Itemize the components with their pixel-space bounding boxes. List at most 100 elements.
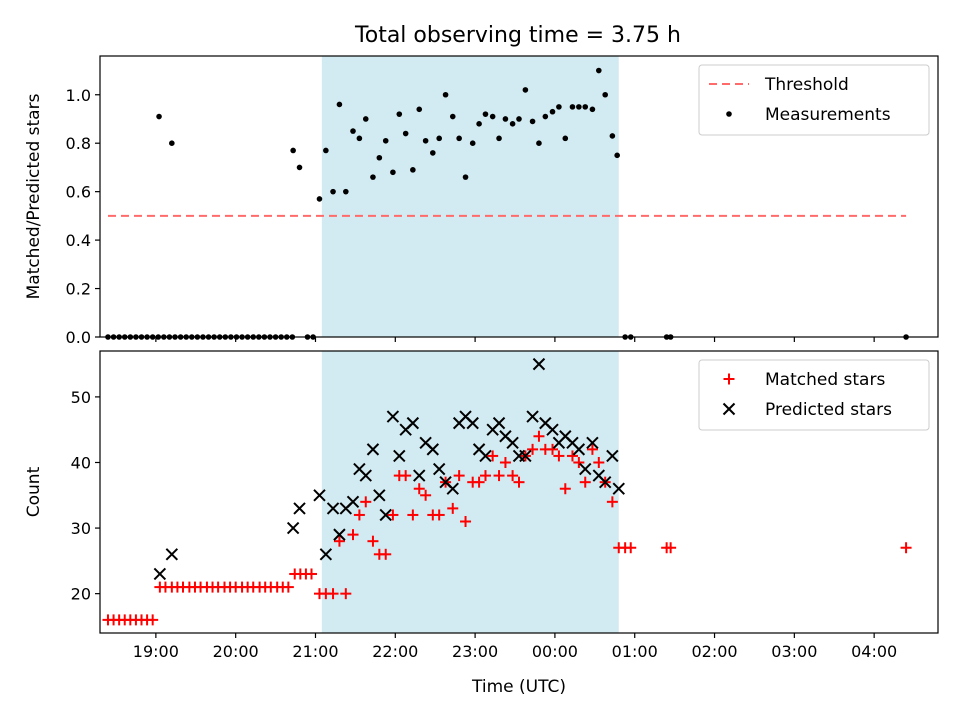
matched-stars-point-50 <box>407 509 419 521</box>
measurements-point-67 <box>489 113 496 120</box>
bottom-ytick-label-2: 40 <box>71 453 91 472</box>
matched-stars-point-83 <box>625 542 637 554</box>
predicted-stars-point-49 <box>612 482 625 495</box>
matched-stars-point-54 <box>433 509 445 521</box>
bottom-ytick-label-0: 20 <box>71 585 91 604</box>
predicted-stars-point-15-b <box>386 410 400 423</box>
matched-stars-point-62 <box>487 450 499 462</box>
bottom-xtick-label-0: 19:00 <box>133 642 179 661</box>
top-axes-frame <box>99 55 939 338</box>
predicted-stars-point-24-b <box>446 482 459 495</box>
matched-stars-point-43 <box>360 496 372 508</box>
matched-stars-point-71 <box>547 443 559 455</box>
predicted-stars-point-4-b <box>313 489 326 502</box>
predicted-stars-point-0-b <box>153 567 167 581</box>
measurements-point-48 <box>362 116 369 122</box>
measurements-point-49 <box>370 174 376 180</box>
bottom-xtick-label-3: 22:00 <box>372 642 418 661</box>
matched-stars-point-47 <box>387 509 399 521</box>
matched-stars-point-40 <box>340 588 352 600</box>
matched-stars-point-41 <box>347 529 359 541</box>
predicted-stars-point-13-b <box>373 489 386 502</box>
measurements-point-73 <box>529 118 536 125</box>
predicted-stars-point-13 <box>373 489 386 502</box>
matched-stars-point-73 <box>559 483 571 495</box>
matched-stars-point-68 <box>527 443 539 455</box>
predicted-stars-point-26-b <box>459 410 472 423</box>
predicted-stars-point-23-b <box>439 475 452 489</box>
matched-stars-point-64 <box>499 456 511 468</box>
matched-stars-point-75 <box>573 456 585 468</box>
predicted-stars-point-43 <box>572 443 586 456</box>
predicted-stars-point-33 <box>506 436 519 450</box>
matched-stars-point-51 <box>413 483 425 495</box>
measurements-point-64 <box>469 140 476 147</box>
measurements-point-83 <box>596 67 602 74</box>
predicted-stars-point-35-b <box>519 449 532 463</box>
measurements-point-71 <box>516 116 522 122</box>
top-legend-label-0: Threshold <box>764 75 849 95</box>
predicted-stars-point-19-b <box>413 469 426 482</box>
measurements-point-80 <box>576 104 582 110</box>
predicted-stars-point-12-b <box>366 443 380 456</box>
predicted-stars-point-39 <box>546 423 559 436</box>
measurements-point-45 <box>343 188 349 195</box>
measurements-point-42 <box>323 147 329 154</box>
bottom-xtick-label-8: 03:00 <box>771 642 817 661</box>
predicted-stars-point-36 <box>526 410 539 423</box>
measurements-point-57 <box>422 137 429 144</box>
measurements-point-75 <box>542 113 549 120</box>
matched-stars-point-44 <box>367 535 379 547</box>
measurements-point-38 <box>169 140 175 147</box>
measurements-point-43 <box>330 188 336 195</box>
predicted-stars-point-35 <box>519 449 532 463</box>
matched-stars-point-52 <box>420 489 432 501</box>
bottom-xtick-label-2: 21:00 <box>292 642 338 661</box>
top-legend: Threshold Measurements <box>698 64 930 136</box>
measurements-point-78 <box>562 135 569 142</box>
predicted-stars-point-19 <box>413 469 426 482</box>
bottom-xtick-label-1: 20:00 <box>213 642 259 661</box>
predicted-stars-point-43-b <box>572 443 586 456</box>
measurements-point-46 <box>350 128 356 134</box>
matched-stars-point-76 <box>579 476 591 488</box>
measurements-point-52 <box>390 169 396 176</box>
bottom-legend: Matched stars Predicted stars <box>698 359 930 431</box>
predicted-stars-point-15 <box>386 410 400 423</box>
predicted-stars-point-14-b <box>379 508 392 522</box>
measurements-point-51 <box>382 137 389 144</box>
measurements-point-53 <box>396 111 403 117</box>
matched-stars-point-39 <box>333 535 345 547</box>
predicted-stars-point-21-b <box>426 443 440 456</box>
predicted-stars-point-38-b <box>539 416 552 430</box>
measurements-point-82 <box>589 106 596 113</box>
matched-stars-point-60 <box>473 476 485 488</box>
predicted-stars-point-5-b <box>319 548 333 561</box>
measurements-point-77 <box>556 104 562 110</box>
predicted-stars-point-41-b <box>559 430 572 443</box>
matched-stars-point-78 <box>593 456 605 468</box>
measurements-point-40 <box>296 164 303 171</box>
matched-stars-point-85 <box>665 542 677 554</box>
matched-stars-point-61 <box>479 470 491 482</box>
top-panel: 0.0 0.2 0.4 0.6 0.8 1.0 Matched/Predicted star… <box>24 55 939 347</box>
measurements-point-72 <box>522 87 529 93</box>
bottom-axes-frame <box>99 350 939 634</box>
predicted-stars-point-44 <box>579 462 592 476</box>
matched-stars-point-35 <box>305 568 317 580</box>
bottom-ytick-label-1: 30 <box>71 519 91 538</box>
predicted-stars-point-7-b <box>333 528 346 541</box>
matched-stars-point-8 <box>147 614 159 626</box>
predicted-stars-point-6 <box>326 502 340 515</box>
measurements-point-55 <box>410 167 416 173</box>
predicted-stars-point-45 <box>586 436 599 450</box>
matched-stars-point-86 <box>900 542 912 554</box>
measurements-point-66 <box>482 111 489 117</box>
measurements-point-56 <box>416 106 423 113</box>
top-ytick-label-5: 1.0 <box>66 86 91 105</box>
predicted-stars-point-49-b <box>612 482 625 495</box>
predicted-stars-point-18 <box>406 416 420 430</box>
measurements-point-60 <box>442 91 449 98</box>
legend-predicted-swatch <box>722 402 736 416</box>
